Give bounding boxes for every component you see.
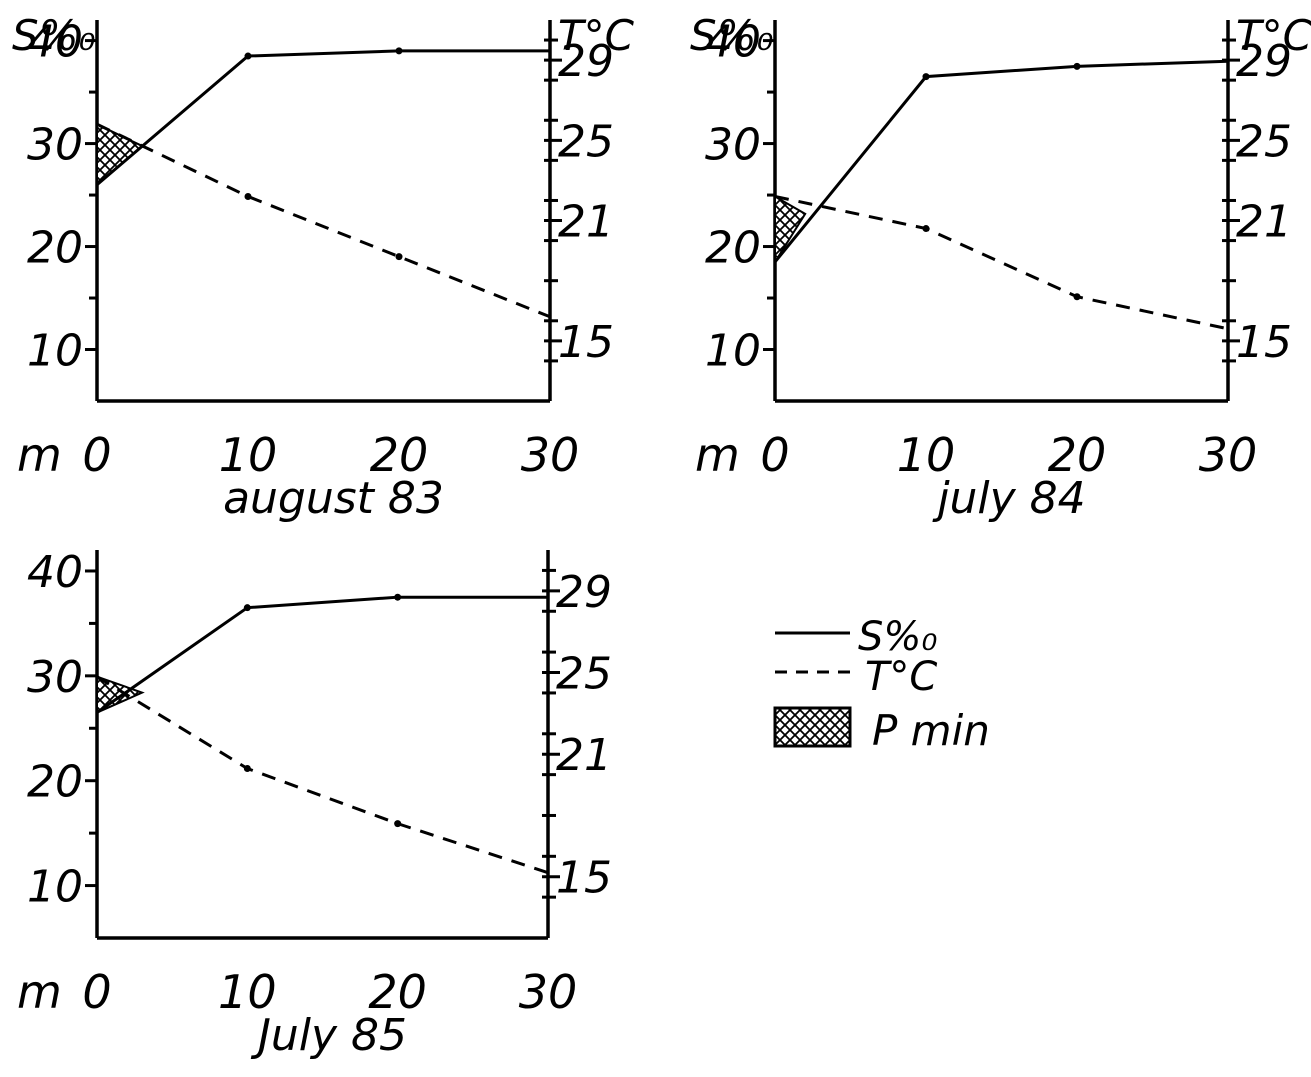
- left-tick-label: 20: [27, 223, 83, 274]
- left-axis-title: S%₀: [690, 11, 774, 60]
- x-tick-label: 20: [1048, 428, 1107, 482]
- pmin-area: [774, 194, 807, 266]
- salinity-point: [922, 73, 930, 81]
- right-tick-label: 21: [558, 197, 614, 248]
- x-tick-label: 0: [82, 965, 111, 1019]
- left-tick-label: 10: [27, 862, 83, 913]
- x-tick-label: 20: [368, 965, 427, 1019]
- x-tick-label: 30: [519, 965, 578, 1019]
- right-tick-label: 29: [556, 567, 612, 618]
- x-axis-label: m: [17, 965, 62, 1019]
- right-tick-label: 21: [1236, 197, 1292, 248]
- salinity-point: [244, 52, 252, 60]
- x-axis-label: m: [17, 428, 62, 482]
- right-tick-label: 25: [1236, 116, 1292, 167]
- x-tick-label: 20: [370, 428, 429, 482]
- salinity-point: [394, 593, 402, 601]
- legend-salinity-label: S%₀: [858, 614, 937, 660]
- right-tick-label: 21: [556, 730, 612, 781]
- x-tick-label: 10: [218, 965, 277, 1019]
- right-tick-label: 25: [556, 649, 612, 700]
- pmin-area: [96, 122, 145, 187]
- x-tick-label: 30: [521, 428, 580, 482]
- right-tick-label: 25: [558, 116, 614, 167]
- panel-caption: july 84: [932, 473, 1085, 524]
- left-tick-label: 30: [27, 120, 83, 171]
- x-axis-label: m: [695, 428, 740, 482]
- salinity-line: [96, 595, 548, 714]
- salinity-point: [243, 604, 251, 612]
- x-tick-label: 0: [760, 428, 789, 482]
- right-tick-label: 15: [558, 317, 614, 368]
- right-tick-label: 29: [558, 36, 614, 87]
- chart-panel-3: 10 20 30 40 15 21 25 29 0 10 20 30 m July 85: [17, 547, 612, 1061]
- salinity-line: [773, 59, 1229, 263]
- left-tick-label: 40: [27, 17, 83, 68]
- right-tick-label: 29: [1236, 36, 1292, 87]
- salinity-line: [96, 49, 550, 186]
- x-tick-label: 10: [897, 428, 956, 482]
- panel-caption: July 85: [250, 1010, 407, 1061]
- temperature-point: [394, 820, 402, 828]
- left-axis-title: S%₀: [12, 11, 96, 60]
- legend-pmin-swatch: [773, 706, 852, 748]
- temperature-point: [395, 253, 403, 261]
- left-tick-label: 20: [27, 757, 83, 808]
- left-tick-label: 30: [705, 120, 761, 171]
- left-tick-label: 20: [705, 223, 761, 274]
- legend-temperature-label: T°C: [865, 654, 937, 700]
- left-tick-label: 30: [27, 652, 83, 703]
- left-tick-label: 10: [705, 326, 761, 377]
- temperature-point: [244, 192, 252, 200]
- right-tick-label: 15: [556, 853, 612, 904]
- temperature-line: [96, 122, 551, 319]
- left-tick-label: 40: [27, 547, 83, 598]
- temperature-point: [922, 225, 930, 233]
- salinity-point: [395, 47, 403, 55]
- x-tick-label: 30: [1199, 428, 1258, 482]
- temperature-point: [243, 765, 251, 773]
- left-tick-label: 40: [705, 17, 761, 68]
- right-tick-label: 15: [1236, 317, 1292, 368]
- panel-caption: august 83: [223, 473, 444, 524]
- chart-panel-1: 10 20 30 40 15 21 25 29 0 10 20 30 m S%₀ T°C august 83: [12, 11, 635, 524]
- x-tick-label: 0: [82, 428, 111, 482]
- salinity-point: [1073, 62, 1081, 70]
- temperature-point: [1073, 293, 1081, 301]
- chart-panel-2: 10 20 30 40 15 21 25 29 0 10 20 30 m S%₀ T°C july 84: [690, 11, 1311, 524]
- legend-pmin-label: P min: [872, 706, 990, 755]
- temperature-line: [96, 675, 549, 875]
- legend: S%₀ T°C P min: [773, 614, 990, 755]
- temperature-line: [774, 194, 1229, 331]
- x-tick-label: 10: [219, 428, 278, 482]
- right-axis-title: T°C: [558, 11, 635, 60]
- right-axis-title: T°C: [1236, 11, 1311, 60]
- left-tick-label: 10: [27, 326, 83, 377]
